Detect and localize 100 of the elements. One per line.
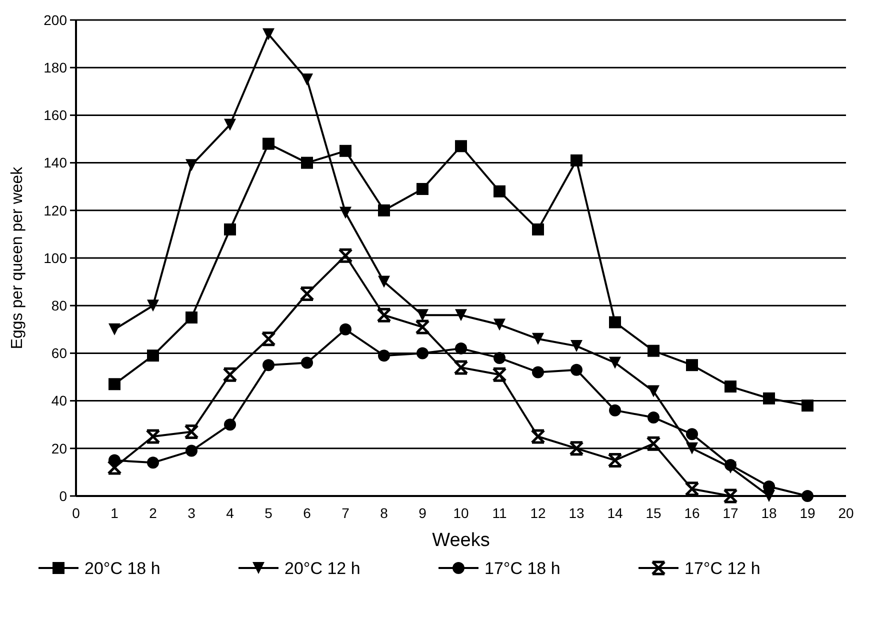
point xyxy=(570,340,582,352)
x-tick-label: 3 xyxy=(188,505,196,521)
legend-label: 17°C 18 h xyxy=(484,558,560,578)
y-tick-label: 40 xyxy=(51,392,68,409)
point xyxy=(608,453,622,468)
x-axis-title: Weeks xyxy=(432,530,490,551)
point xyxy=(532,332,544,345)
point xyxy=(416,309,428,322)
y-tick-label: 200 xyxy=(44,12,68,28)
point xyxy=(338,248,353,263)
point xyxy=(186,159,198,172)
point xyxy=(724,380,736,393)
x-tick-label: 20 xyxy=(838,505,854,521)
point xyxy=(684,482,700,496)
point xyxy=(300,286,314,301)
x-tick-label: 13 xyxy=(568,505,584,521)
point xyxy=(609,404,621,416)
point xyxy=(224,223,236,236)
x-tick-label: 18 xyxy=(761,505,777,521)
point xyxy=(147,300,159,312)
point xyxy=(108,323,120,336)
x-tick-label: 1 xyxy=(110,505,119,521)
point xyxy=(107,460,122,475)
legend-label: 17°C 12 h xyxy=(684,558,760,578)
point xyxy=(108,378,120,390)
x-tick-label: 5 xyxy=(264,505,273,521)
point xyxy=(340,144,352,157)
point xyxy=(494,352,506,364)
x-tick-label: 0 xyxy=(72,505,80,521)
point xyxy=(301,356,313,369)
point xyxy=(532,223,544,236)
point xyxy=(570,154,582,166)
x-tick-label: 8 xyxy=(380,505,388,521)
point xyxy=(648,385,660,398)
x-tick-label: 9 xyxy=(418,505,427,521)
x-tick-label: 15 xyxy=(646,505,662,521)
point xyxy=(376,308,392,322)
point xyxy=(723,488,738,504)
point xyxy=(186,444,198,457)
point xyxy=(301,74,313,86)
y-tick-label: 120 xyxy=(44,202,68,218)
point xyxy=(224,118,236,131)
point xyxy=(455,342,467,354)
x-tick-label: 16 xyxy=(684,505,700,521)
point xyxy=(494,185,506,198)
point xyxy=(530,429,546,444)
point xyxy=(686,359,698,372)
point xyxy=(378,204,390,216)
x-tick-label: 19 xyxy=(800,505,816,521)
point xyxy=(262,28,274,40)
point xyxy=(455,140,467,152)
point xyxy=(261,332,276,346)
point xyxy=(802,490,814,502)
point xyxy=(186,312,198,324)
y-tick-label: 80 xyxy=(51,298,68,314)
point xyxy=(147,456,159,469)
y-tick-label: 60 xyxy=(51,345,68,362)
point xyxy=(222,367,238,382)
point xyxy=(802,400,814,412)
legend-label: 20°C 12 h xyxy=(284,558,360,578)
point xyxy=(648,344,660,357)
point xyxy=(147,350,159,362)
point xyxy=(340,206,352,219)
point xyxy=(646,436,661,451)
point xyxy=(532,366,544,378)
point xyxy=(146,429,160,444)
point xyxy=(686,428,698,440)
point xyxy=(262,359,274,372)
point xyxy=(494,318,506,331)
point xyxy=(763,392,775,404)
x-tick-label: 4 xyxy=(226,505,234,521)
point xyxy=(648,411,660,424)
x-tick-label: 10 xyxy=(453,505,469,521)
point xyxy=(184,424,199,439)
x-tick-label: 17 xyxy=(722,505,738,521)
point xyxy=(686,442,698,454)
y-tick-label: 160 xyxy=(44,107,68,124)
point xyxy=(609,356,621,369)
point xyxy=(570,364,582,376)
point xyxy=(492,367,507,382)
point xyxy=(454,360,468,375)
point xyxy=(378,276,390,288)
point xyxy=(609,316,621,328)
y-axis-title: Eggs per queen per week xyxy=(9,166,26,350)
point xyxy=(416,182,428,195)
point xyxy=(569,441,584,456)
x-tick-label: 2 xyxy=(149,505,158,521)
y-tick-label: 20 xyxy=(51,440,68,456)
point xyxy=(340,323,352,336)
y-tick-label: 180 xyxy=(44,60,68,76)
point xyxy=(416,347,428,360)
x-tick-label: 11 xyxy=(492,505,507,521)
point xyxy=(378,350,390,362)
point xyxy=(262,138,274,150)
x-tick-label: 14 xyxy=(607,505,623,521)
y-tick-label: 100 xyxy=(44,250,68,266)
legend-label: 20°C 18 h xyxy=(84,558,160,578)
y-tick-label: 140 xyxy=(44,154,68,171)
x-tick-label: 6 xyxy=(303,505,312,521)
point xyxy=(224,418,236,431)
